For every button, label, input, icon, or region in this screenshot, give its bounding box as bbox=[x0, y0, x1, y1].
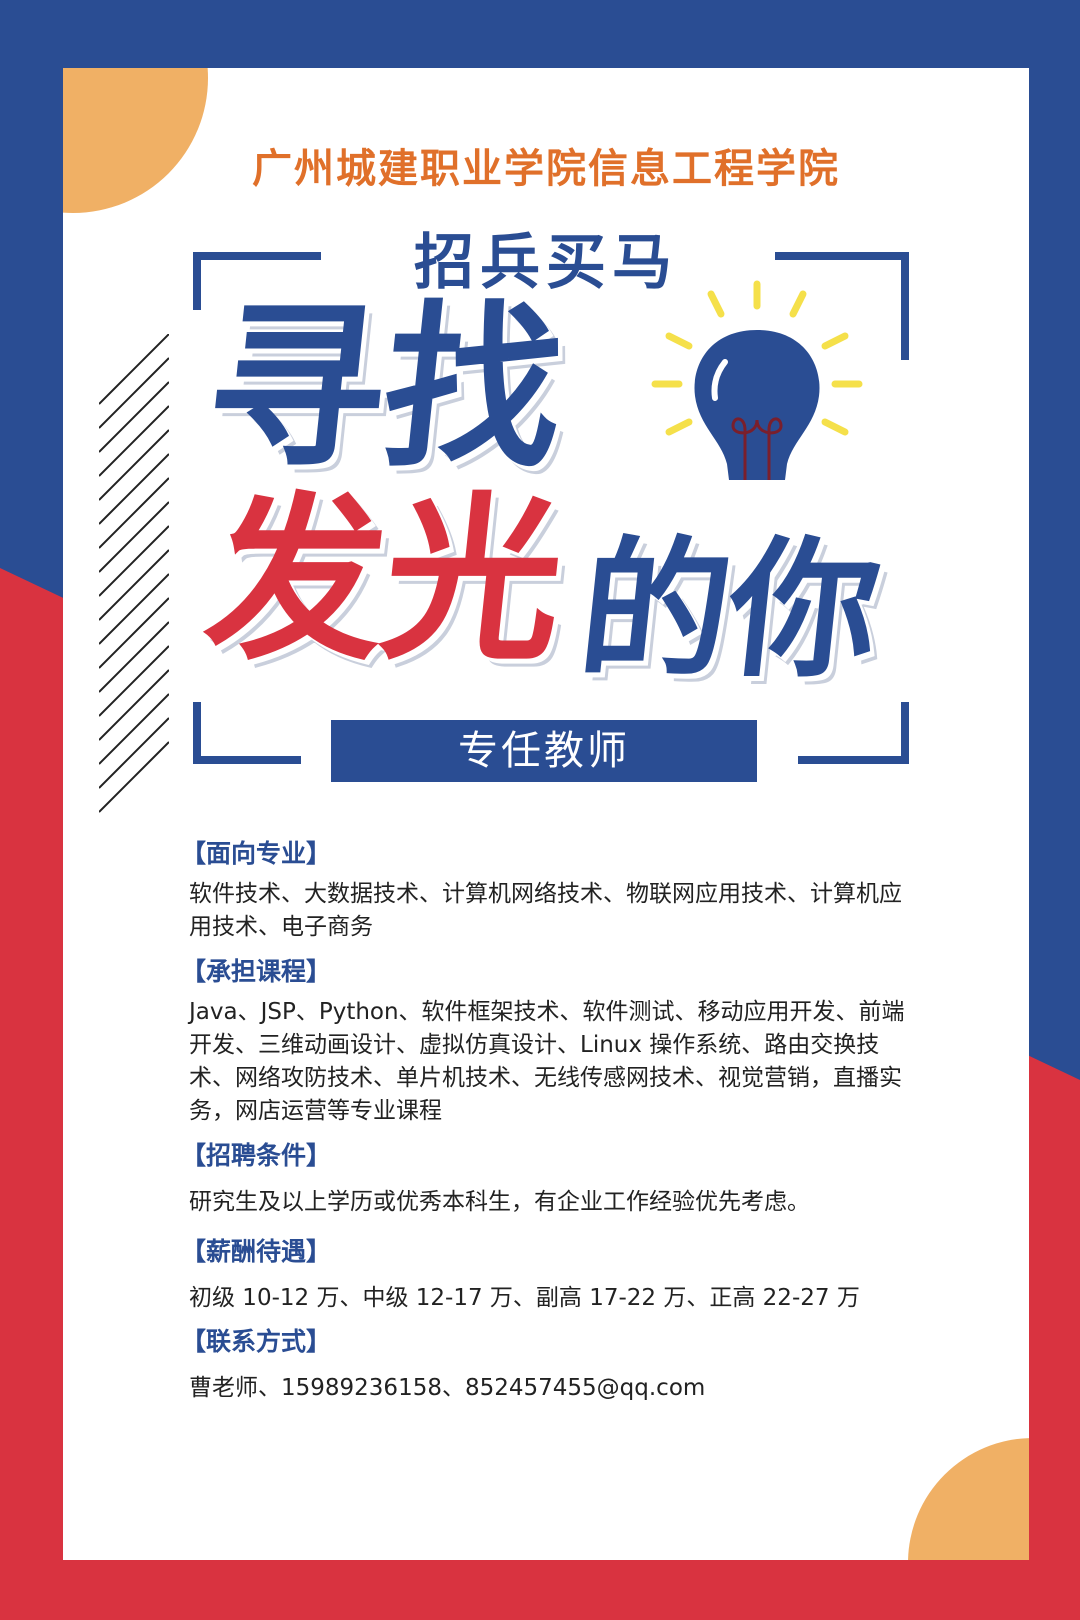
frame-corner-bottom-right bbox=[798, 702, 909, 764]
section-body: 曹老师、15989236158、852457455@qq.com bbox=[189, 1375, 706, 1401]
headline-seek: 寻找 bbox=[197, 285, 571, 492]
role-banner: 专任教师 bbox=[331, 720, 757, 782]
lightbulb-icon bbox=[651, 280, 863, 480]
section-body: 研究生及以上学历或优秀本科生，有企业工作经验优先考虑。 bbox=[189, 1189, 810, 1215]
frame-corner-top-left bbox=[193, 252, 321, 310]
section-heading: 【承担课程】 bbox=[181, 957, 332, 986]
headline-shine: 发光 bbox=[197, 477, 571, 684]
decor-circle-bottom-right bbox=[908, 1438, 1029, 1560]
frame-corner-bottom-left bbox=[193, 702, 301, 764]
college-name: 广州城建职业学院信息工程学院 bbox=[252, 146, 840, 192]
section-heading: 【薪酬待遇】 bbox=[181, 1237, 332, 1266]
section-requirements: 【招聘条件】 研究生及以上学历或优秀本科生，有企业工作经验优先考虑。 bbox=[181, 1136, 921, 1219]
section-body: 初级 10-12 万、中级 12-17 万、副高 17-22 万、正高 22-2… bbox=[189, 1285, 860, 1311]
section-heading: 【面向专业】 bbox=[181, 839, 332, 868]
poster-card: 广州城建职业学院信息工程学院 招兵买马 寻找 发光 的你 专任教师 【面向专业】… bbox=[63, 68, 1029, 1560]
section-heading: 【联系方式】 bbox=[181, 1327, 332, 1356]
section-courses: 【承担课程】 Java、JSP、Python、软件框架技术、软件测试、移动应用开… bbox=[181, 952, 921, 1128]
section-heading: 【招聘条件】 bbox=[181, 1141, 332, 1170]
section-contact: 【联系方式】 曹老师、15989236158、852457455@qq.com bbox=[181, 1322, 921, 1405]
section-majors: 【面向专业】 软件技术、大数据技术、计算机网络技术、物联网应用技术、计算机应用技… bbox=[181, 834, 921, 944]
section-body: Java、JSP、Python、软件框架技术、软件测试、移动应用开发、前端开发、… bbox=[189, 999, 905, 1124]
section-salary: 【薪酬待遇】 初级 10-12 万、中级 12-17 万、副高 17-22 万、… bbox=[181, 1232, 921, 1315]
slogan: 招兵买马 bbox=[414, 228, 678, 298]
decor-hatch-lines bbox=[99, 334, 169, 813]
section-body: 软件技术、大数据技术、计算机网络技术、物联网应用技术、计算机应用技术、电子商务 bbox=[189, 881, 902, 940]
headline-you: 的你 bbox=[571, 524, 887, 698]
frame-corner-top-right bbox=[775, 252, 909, 360]
